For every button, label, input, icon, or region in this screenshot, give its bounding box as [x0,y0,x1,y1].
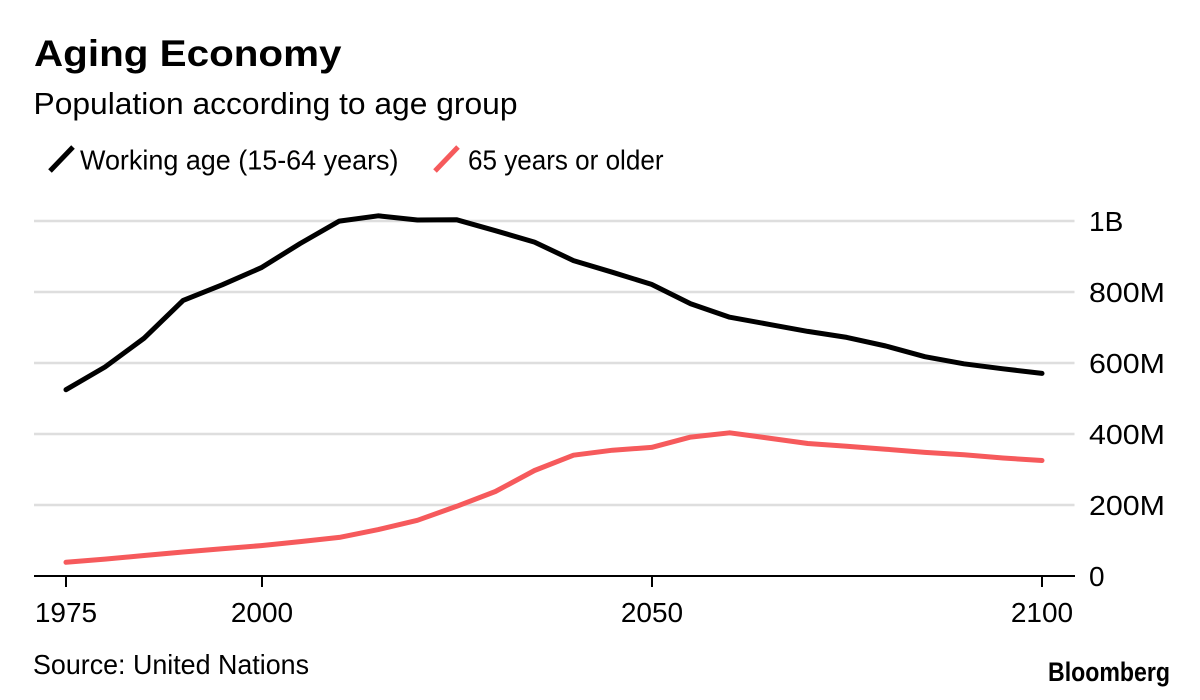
svg-text:2050: 2050 [621,597,683,628]
svg-text:0: 0 [1089,561,1105,592]
svg-text:400M: 400M [1089,419,1165,450]
svg-text:Aging Economy: Aging Economy [34,33,342,74]
svg-text:65 years or older: 65 years or older [468,145,664,176]
svg-text:Population according to age gr: Population according to age group [34,86,518,121]
svg-text:200M: 200M [1089,490,1165,521]
svg-text:Working age (15-64 years): Working age (15-64 years) [80,145,399,176]
svg-text:800M: 800M [1089,277,1165,308]
svg-text:2000: 2000 [231,597,293,628]
svg-text:Source: United Nations: Source: United Nations [33,649,309,680]
svg-text:Bloomberg: Bloomberg [1048,657,1170,687]
svg-text:1B: 1B [1089,206,1123,237]
svg-text:1975: 1975 [35,597,97,628]
svg-text:2100: 2100 [1011,597,1073,628]
svg-text:600M: 600M [1089,348,1165,379]
